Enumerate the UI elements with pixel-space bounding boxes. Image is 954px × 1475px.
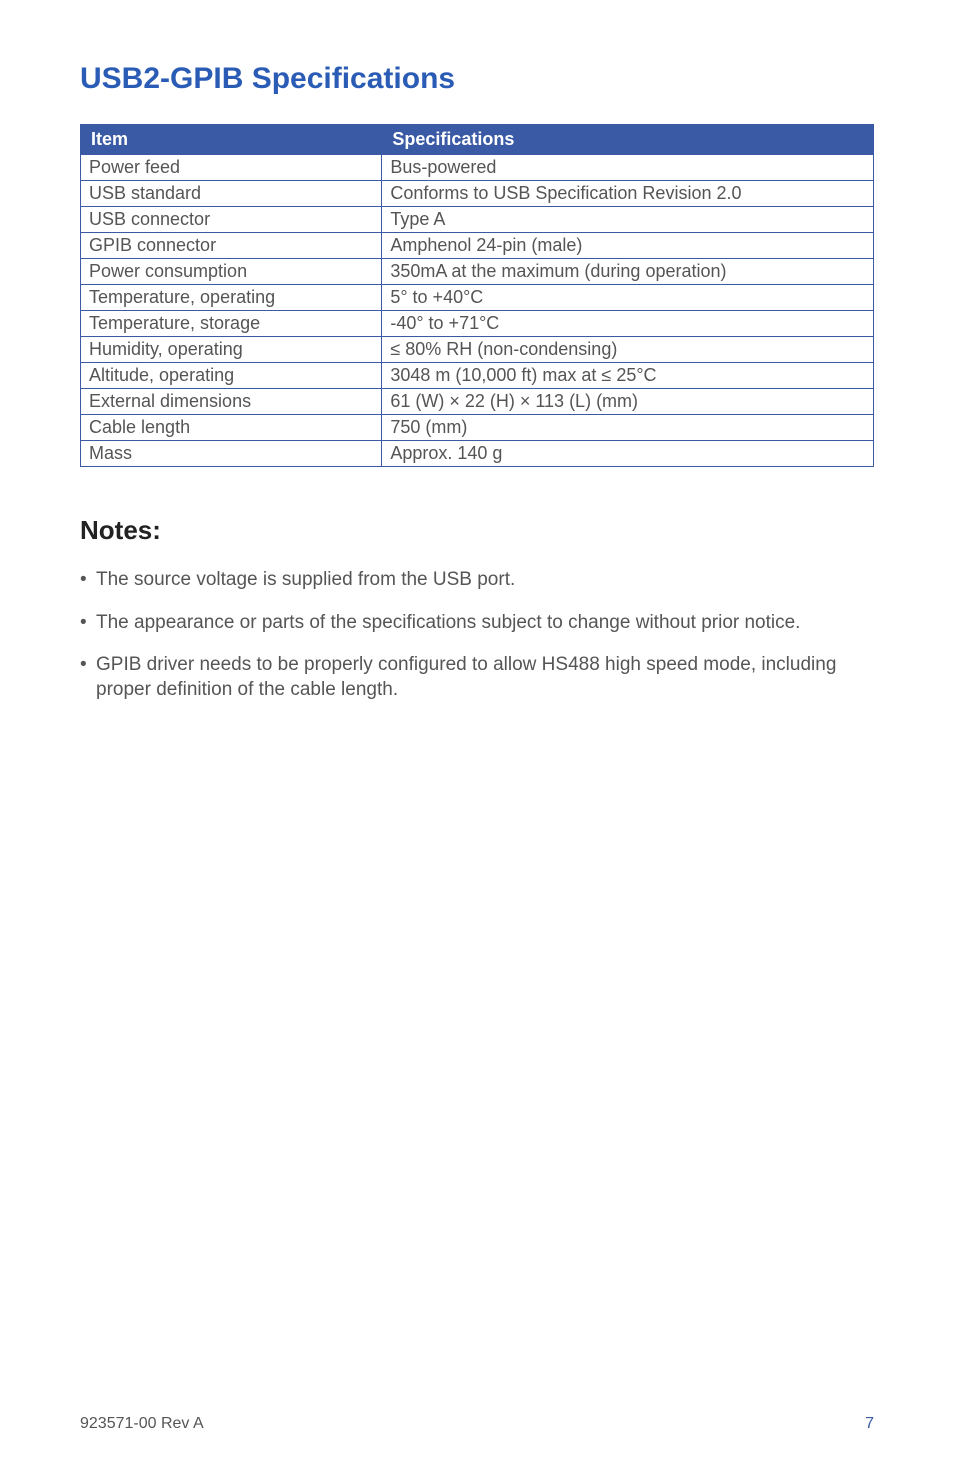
- specifications-table: Item Specifications Power feedBus-powere…: [80, 124, 874, 467]
- table-cell: Bus-powered: [382, 155, 874, 181]
- table-cell: Temperature, operating: [81, 285, 382, 311]
- table-cell: 61 (W) × 22 (H) × 113 (L) (mm): [382, 389, 874, 415]
- table-cell: 5° to +40°C: [382, 285, 874, 311]
- table-row: Temperature, storage-40° to +71°C: [81, 311, 874, 337]
- table-row: Humidity, operating≤ 80% RH (non-condens…: [81, 337, 874, 363]
- doc-reference: 923571-00 Rev A: [80, 1415, 204, 1433]
- page-title: USB2-GPIB Specifications: [80, 62, 874, 96]
- table-cell: 3048 m (10,000 ft) max at ≤ 25°C: [382, 363, 874, 389]
- table-cell: Type A: [382, 207, 874, 233]
- table-header-spec: Specifications: [382, 125, 874, 155]
- table-row: Temperature, operating5° to +40°C: [81, 285, 874, 311]
- table-header-item: Item: [81, 125, 382, 155]
- notes-list: The source voltage is supplied from the …: [80, 568, 874, 703]
- table-row: Power consumption350mA at the maximum (d…: [81, 259, 874, 285]
- list-item: The appearance or parts of the specifica…: [80, 611, 874, 636]
- table-cell: External dimensions: [81, 389, 382, 415]
- table-row: USB connectorType A: [81, 207, 874, 233]
- table-row: Cable length750 (mm): [81, 415, 874, 441]
- table-cell: Altitude, operating: [81, 363, 382, 389]
- table-cell: Power feed: [81, 155, 382, 181]
- list-item: GPIB driver needs to be properly configu…: [80, 653, 874, 702]
- page-footer: 923571-00 Rev A 7: [80, 1415, 874, 1433]
- table-cell: Amphenol 24-pin (male): [382, 233, 874, 259]
- table-row: USB standardConforms to USB Specificatio…: [81, 181, 874, 207]
- table-cell: Humidity, operating: [81, 337, 382, 363]
- table-cell: -40° to +71°C: [382, 311, 874, 337]
- table-cell: Power consumption: [81, 259, 382, 285]
- table-row: GPIB connectorAmphenol 24-pin (male): [81, 233, 874, 259]
- table-cell: 750 (mm): [382, 415, 874, 441]
- table-cell: Cable length: [81, 415, 382, 441]
- table-row: Altitude, operating3048 m (10,000 ft) ma…: [81, 363, 874, 389]
- table-row: External dimensions61 (W) × 22 (H) × 113…: [81, 389, 874, 415]
- notes-heading: Notes:: [80, 515, 874, 546]
- table-cell: USB standard: [81, 181, 382, 207]
- table-cell: 350mA at the maximum (during operation): [382, 259, 874, 285]
- table-cell: Mass: [81, 441, 382, 467]
- table-cell: GPIB connector: [81, 233, 382, 259]
- table-cell: Approx. 140 g: [382, 441, 874, 467]
- page-number: 7: [865, 1415, 874, 1433]
- table-row: MassApprox. 140 g: [81, 441, 874, 467]
- table-cell: Conforms to USB Specification Revision 2…: [382, 181, 874, 207]
- table-cell: ≤ 80% RH (non-condensing): [382, 337, 874, 363]
- table-cell: USB connector: [81, 207, 382, 233]
- table-cell: Temperature, storage: [81, 311, 382, 337]
- table-row: Power feedBus-powered: [81, 155, 874, 181]
- list-item: The source voltage is supplied from the …: [80, 568, 874, 593]
